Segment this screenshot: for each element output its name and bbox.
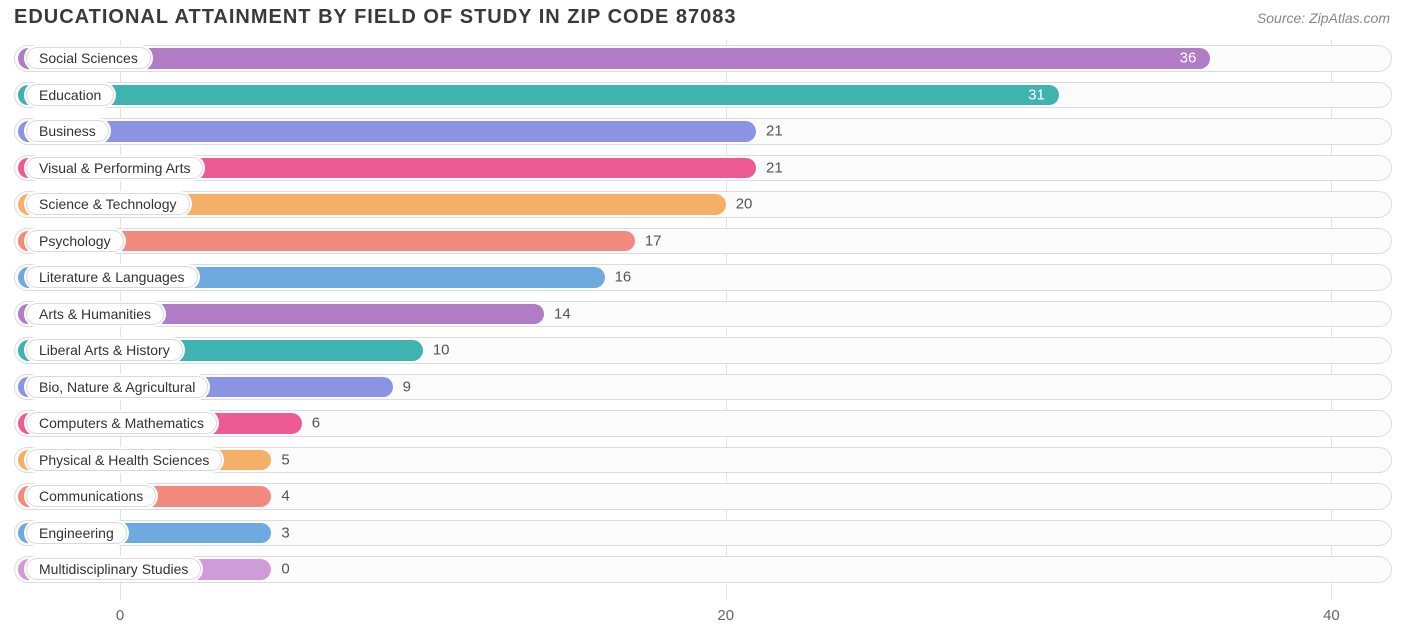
chart-bar-row: Business 21 xyxy=(14,113,1392,150)
bar-category-label: Science & Technology xyxy=(26,193,190,215)
bar-category-label: Liberal Arts & History xyxy=(26,339,183,361)
bar-category-label: Communications xyxy=(26,485,156,507)
chart-bar-row: Visual & Performing Arts 21 xyxy=(14,150,1392,187)
bar-value-label: 9 xyxy=(403,378,411,395)
bar-value-label: 4 xyxy=(281,488,289,505)
chart-bar-row: Liberal Arts & History 10 xyxy=(14,332,1392,369)
bar-category-label: Computers & Mathematics xyxy=(26,412,217,434)
bar-category-label: Education xyxy=(26,84,114,106)
chart-bar-row: Computers & Mathematics 6 xyxy=(14,405,1392,442)
x-axis-tick: 0 xyxy=(116,607,124,624)
chart-bar-row: Bio, Nature & Agricultural 9 xyxy=(14,369,1392,406)
chart-bar-row: Arts & Humanities 14 xyxy=(14,296,1392,333)
bar-value-label: 20 xyxy=(736,196,753,213)
x-axis-tick: 40 xyxy=(1323,607,1340,624)
chart-plot-area: 02040Social Sciences36Education31Busines… xyxy=(14,40,1392,600)
bar-value-label: 10 xyxy=(433,342,450,359)
bar-value-label: 0 xyxy=(281,561,289,578)
chart-title: EDUCATIONAL ATTAINMENT BY FIELD OF STUDY… xyxy=(14,6,737,29)
chart-bar-row: Science & Technology 20 xyxy=(14,186,1392,223)
bar-value-label: 17 xyxy=(645,232,662,249)
x-axis-tick: 20 xyxy=(717,607,734,624)
bar-fill xyxy=(18,121,756,142)
chart-bar-row: Physical & Health Sciences 5 xyxy=(14,442,1392,479)
bar-fill xyxy=(18,85,1059,106)
bar-category-label: Multidisciplinary Studies xyxy=(26,558,201,580)
bar-fill xyxy=(18,48,1210,69)
bar-category-label: Bio, Nature & Agricultural xyxy=(26,376,208,398)
chart-bar-row: Psychology 17 xyxy=(14,223,1392,260)
bar-value-label: 5 xyxy=(281,451,289,468)
chart-source: Source: ZipAtlas.com xyxy=(1257,10,1390,26)
bar-category-label: Arts & Humanities xyxy=(26,303,164,325)
bar-value-label: 16 xyxy=(615,269,632,286)
chart-bar-row: Education 31 xyxy=(14,77,1392,114)
chart-bar-row: Multidisciplinary Studies 0 xyxy=(14,551,1392,588)
bar-category-label: Literature & Languages xyxy=(26,266,198,288)
bar-category-label: Social Sciences xyxy=(26,47,151,69)
bar-category-label: Engineering xyxy=(26,522,127,544)
bar-value-label: 21 xyxy=(766,123,783,140)
bar-value-label: 6 xyxy=(312,415,320,432)
bar-value-label: 3 xyxy=(281,524,289,541)
bar-category-label: Psychology xyxy=(26,230,124,252)
bar-value-label: 31 xyxy=(1028,86,1045,103)
bar-value-label: 21 xyxy=(766,159,783,176)
chart-bar-row: Engineering 3 xyxy=(14,515,1392,552)
bar-value-label: 14 xyxy=(554,305,571,322)
bar-category-label: Visual & Performing Arts xyxy=(26,157,203,179)
chart-bar-row: Communications 4 xyxy=(14,478,1392,515)
bar-value-label: 36 xyxy=(1180,50,1197,67)
bar-category-label: Physical & Health Sciences xyxy=(26,449,222,471)
bar-category-label: Business xyxy=(26,120,109,142)
chart-bar-row: Social Sciences 36 xyxy=(14,40,1392,77)
chart-bar-row: Literature & Languages 16 xyxy=(14,259,1392,296)
